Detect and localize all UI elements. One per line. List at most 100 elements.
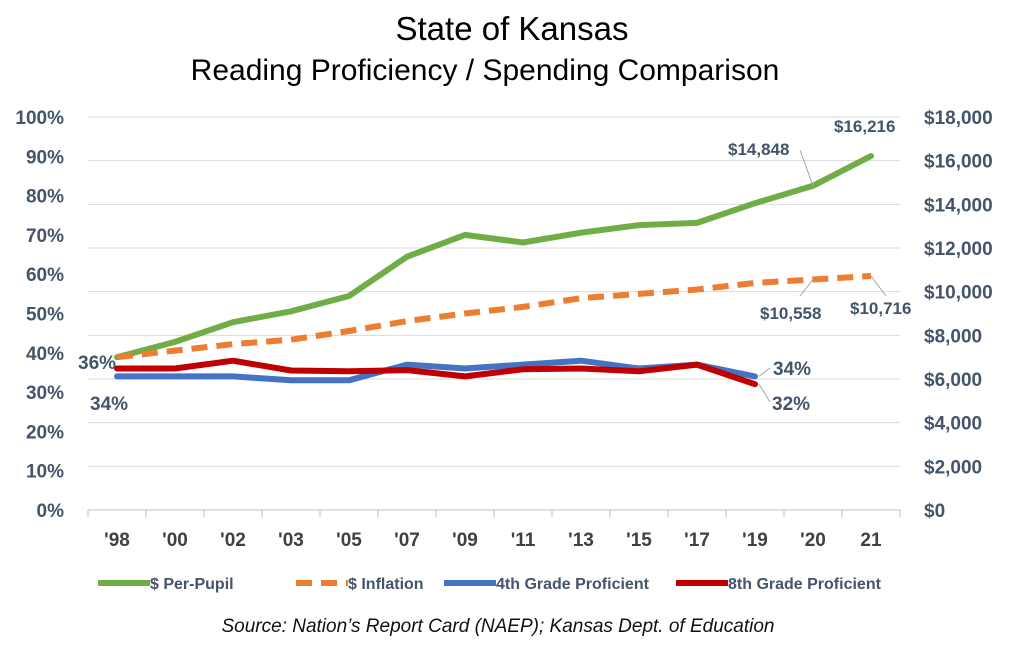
annotation-per-pupil-2021: $16,216: [834, 117, 895, 136]
annotation-inflation-2021: $10,716: [850, 299, 911, 318]
left-tick-label: 20%: [26, 422, 64, 443]
x-tick-label: '17: [684, 530, 710, 551]
leader-line: [799, 279, 814, 297]
right-axis: $0 $2,000 $4,000 $6,000 $8,000 $10,000 $12,000…: [924, 108, 993, 522]
series-point-1: [289, 337, 294, 342]
series-point-0: [579, 230, 584, 235]
leader-line: [870, 275, 887, 297]
series-point-3: [695, 362, 700, 367]
series-point-3: [521, 367, 526, 372]
x-tick-label: 21: [860, 530, 882, 551]
x-tick-label: '15: [626, 530, 652, 551]
right-tick-label: $6,000: [924, 370, 982, 391]
series-point-2: [753, 374, 758, 379]
left-tick-label: 0%: [37, 501, 65, 522]
series-point-1: [231, 342, 236, 347]
legend-label-1: $ Inflation: [348, 576, 424, 593]
series-point-3: [289, 368, 294, 373]
x-tick-label: '02: [220, 530, 246, 551]
series-point-1: [579, 296, 584, 301]
series-point-1: [637, 291, 642, 296]
annotation-leaders: [758, 149, 887, 403]
right-tick-label: $10,000: [924, 283, 993, 304]
series-point-1: [463, 311, 468, 316]
series-line-0: [114, 153, 874, 361]
annotation-start-36: 36%: [78, 353, 116, 374]
series-point-3: [405, 368, 410, 373]
left-tick-label: 60%: [26, 265, 64, 286]
right-tick-label: $4,000: [924, 414, 982, 435]
x-tick-label: '07: [394, 530, 420, 551]
series-point-0: [173, 339, 178, 344]
series-point-3: [463, 374, 468, 379]
legend: $ Per-Pupil $ Inflation 4th Grade Proficie…: [98, 576, 882, 593]
series-point-2: [347, 378, 352, 383]
x-axis: '98 '00 '02 '03 '05 '07 '09 '11 '13 '15 '17 '19 '20 2…: [104, 530, 882, 551]
series-point-0: [637, 223, 642, 228]
annotation-end-32: 32%: [772, 394, 810, 415]
series-point-1: [695, 287, 700, 292]
gridlines: [87, 116, 901, 517]
series-point-2: [115, 374, 120, 379]
left-tick-label: 40%: [26, 344, 64, 365]
legend-label-2: 4th Grade Proficient: [496, 576, 650, 593]
right-tick-label: $14,000: [924, 195, 993, 216]
x-tick-label: '09: [452, 530, 478, 551]
series-lines: [114, 153, 874, 388]
chart-subtitle: Reading Proficiency / Spending Compariso…: [191, 54, 780, 87]
series-point-1: [753, 280, 758, 285]
series-point-3: [347, 369, 352, 374]
series-point-0: [695, 220, 700, 225]
series-point-0: [521, 240, 526, 245]
series-point-3: [637, 369, 642, 374]
series-line-3: [114, 357, 758, 388]
series-point-0: [753, 201, 758, 206]
x-tick-label: '00: [162, 530, 188, 551]
left-axis: 0% 10% 20% 30% 40% 50% 60% 70% 80% 90% 100%: [15, 108, 64, 522]
series-point-3: [173, 366, 178, 371]
series-point-1: [521, 304, 526, 309]
x-tick-label: '11: [511, 530, 536, 551]
series-point-0: [347, 294, 352, 299]
left-tick-label: 10%: [26, 462, 64, 483]
left-tick-label: 80%: [26, 187, 64, 208]
right-tick-label: $2,000: [924, 457, 982, 478]
series-point-2: [405, 362, 410, 367]
left-tick-label: 50%: [26, 305, 64, 326]
annotation-end-34: 34%: [773, 359, 811, 380]
series-point-0: [405, 254, 410, 259]
x-tick-label: '98: [104, 530, 130, 551]
legend-label-3: 8th Grade Proficient: [728, 576, 882, 593]
right-tick-label: $8,000: [924, 326, 982, 347]
series-point-0: [869, 153, 874, 158]
series-point-3: [579, 366, 584, 371]
x-tick-label: '05: [336, 530, 362, 551]
series-line-1: [116, 273, 872, 361]
right-tick-label: $0: [924, 501, 945, 522]
series-point-0: [289, 309, 294, 314]
series-point-1: [173, 348, 178, 353]
series-point-0: [231, 320, 236, 325]
x-tick-label: '19: [742, 530, 768, 551]
annotation-start-34: 34%: [90, 394, 128, 415]
annotation-per-pupil-2020: $14,848: [728, 140, 789, 159]
series-point-1: [347, 328, 352, 333]
x-tick-label: '13: [568, 530, 594, 551]
series-point-2: [231, 374, 236, 379]
source-note: Source: Nation’s Report Card (NAEP); Kan…: [221, 616, 774, 637]
chart-title: State of Kansas: [396, 10, 629, 47]
right-tick-label: $16,000: [924, 152, 993, 173]
left-tick-label: 90%: [26, 147, 64, 168]
right-tick-label: $18,000: [924, 108, 993, 129]
left-tick-label: 70%: [26, 226, 64, 247]
x-tick-label: '20: [800, 530, 826, 551]
annotation-inflation-2020: $10,558: [760, 304, 821, 323]
left-tick-label: 30%: [26, 383, 64, 404]
leader-line: [758, 367, 771, 377]
series-point-0: [463, 232, 468, 237]
series-point-3: [231, 358, 236, 363]
series-point-2: [579, 358, 584, 363]
leader-line: [799, 149, 814, 186]
series-point-2: [173, 374, 178, 379]
